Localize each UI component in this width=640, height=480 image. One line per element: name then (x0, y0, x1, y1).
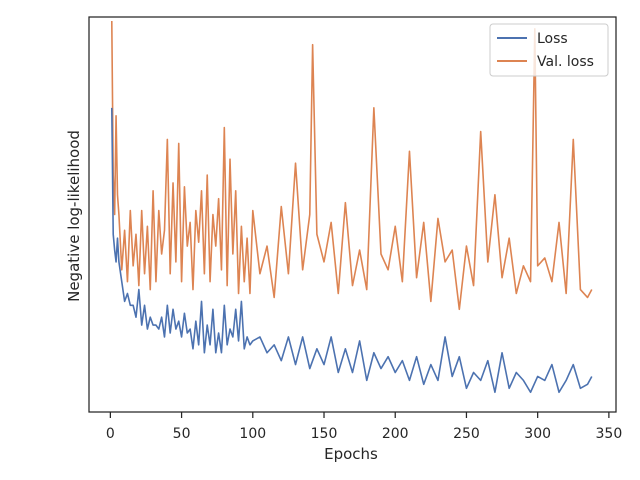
x-axis-ticks: 0 50 100 150 200 250 300 350 (106, 412, 622, 442)
series-layer (110, 20, 593, 394)
x-tick-label: 300 (524, 426, 551, 442)
plot-frame (88, 16, 617, 413)
x-tick-label: 0 (106, 426, 115, 442)
x-axis-label: Epochs (324, 445, 378, 463)
x-tick-label: 250 (453, 426, 480, 442)
series-line-loss (110, 107, 593, 394)
legend-label-val-loss: Val. loss (537, 54, 594, 70)
x-tick-label: 350 (596, 426, 623, 442)
y-axis-label: Negative log-likelihood (65, 130, 83, 302)
x-tick-label: 150 (311, 426, 338, 442)
legend: Loss Val. loss (489, 23, 609, 77)
x-tick-label: 200 (382, 426, 409, 442)
legend-label-loss: Loss (537, 31, 568, 47)
x-tick-label: 100 (239, 426, 266, 442)
x-tick-label: 50 (173, 426, 191, 442)
series-line-val-loss (110, 20, 593, 311)
